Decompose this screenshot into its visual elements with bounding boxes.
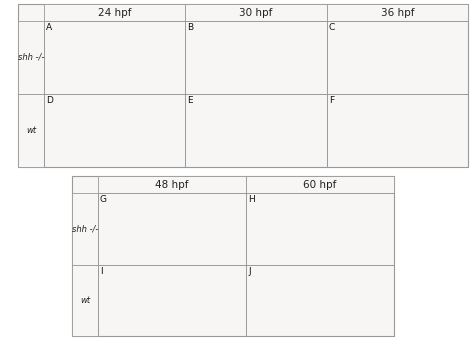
Bar <box>72 193 98 264</box>
Text: A: A <box>46 23 52 32</box>
Bar <box>327 4 468 21</box>
Bar <box>44 4 185 21</box>
Bar <box>246 264 394 336</box>
Text: shh -/-: shh -/- <box>72 224 98 233</box>
Bar <box>44 21 185 94</box>
Text: 48 hpf: 48 hpf <box>155 180 189 189</box>
Bar <box>327 94 468 167</box>
Bar <box>246 193 394 264</box>
Text: E: E <box>187 96 193 105</box>
Bar <box>72 176 394 336</box>
Text: wt: wt <box>26 126 36 135</box>
Bar <box>18 21 44 94</box>
Text: wt: wt <box>80 296 90 305</box>
Text: 60 hpf: 60 hpf <box>303 180 337 189</box>
Bar <box>72 264 98 336</box>
Bar <box>246 176 394 193</box>
Text: D: D <box>46 96 53 105</box>
Text: 36 hpf: 36 hpf <box>381 8 414 17</box>
Bar <box>18 4 468 167</box>
Text: C: C <box>328 23 335 32</box>
Bar <box>185 21 327 94</box>
Text: I: I <box>100 266 103 276</box>
Bar <box>98 193 246 264</box>
Bar <box>44 94 185 167</box>
Text: 24 hpf: 24 hpf <box>98 8 131 17</box>
Bar <box>185 4 327 21</box>
Bar <box>185 94 327 167</box>
Bar <box>327 21 468 94</box>
Bar <box>98 176 246 193</box>
Text: shh -/-: shh -/- <box>18 53 44 62</box>
Text: J: J <box>248 266 251 276</box>
Text: B: B <box>187 23 193 32</box>
Text: G: G <box>100 195 107 204</box>
Text: F: F <box>328 96 334 105</box>
Text: 30 hpf: 30 hpf <box>239 8 273 17</box>
Bar <box>18 94 44 167</box>
Text: H: H <box>248 195 255 204</box>
Bar <box>98 264 246 336</box>
